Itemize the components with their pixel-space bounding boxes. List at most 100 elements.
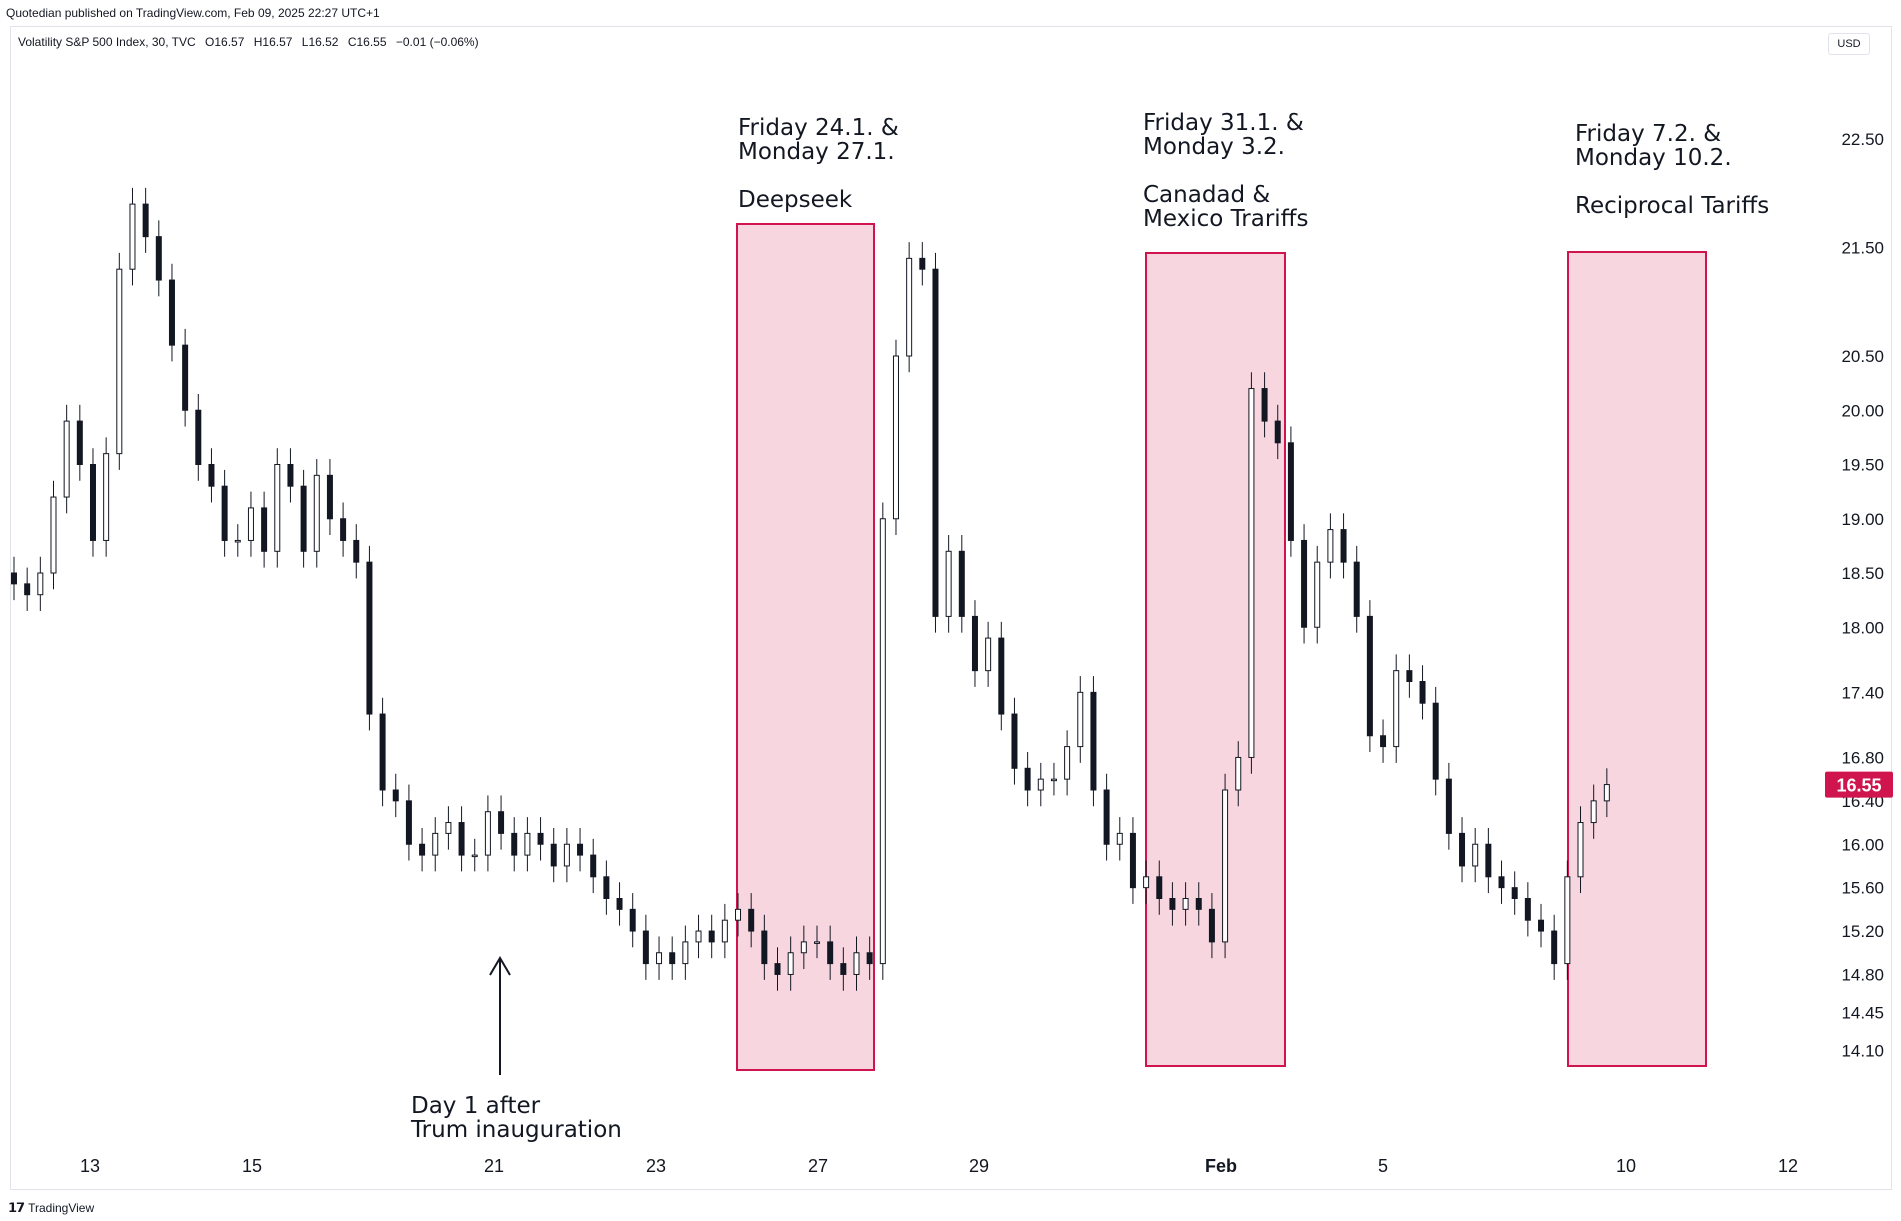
candle-body — [800, 941, 807, 954]
candle-body — [853, 952, 860, 975]
annotation-line: Reciprocal Tariffs — [1575, 193, 1769, 219]
candle — [590, 838, 597, 894]
candle-body — [1274, 420, 1281, 444]
candle-body — [1195, 898, 1202, 910]
candle — [774, 947, 781, 991]
candle — [471, 838, 478, 872]
x-axis: 13 15 21 23 27 29 Feb 5 10 12 — [80, 1156, 1798, 1176]
candle-body — [985, 637, 992, 672]
legend-high: H16.57 — [253, 35, 293, 49]
footer-brand[interactable]: TradingView — [28, 1201, 95, 1215]
candle — [1564, 860, 1571, 980]
y-tick-label: 21.50 — [1841, 239, 1884, 258]
candle-body — [1156, 876, 1163, 899]
x-tick-label: 21 — [484, 1156, 504, 1176]
candle — [958, 535, 965, 633]
candle-body — [142, 203, 149, 238]
candle-body — [1590, 800, 1597, 824]
candle — [155, 220, 162, 297]
candle-body — [405, 800, 412, 845]
candle — [1261, 372, 1268, 438]
candle — [814, 925, 820, 959]
candle — [1156, 860, 1163, 915]
candle-body — [511, 832, 518, 856]
legend-symbol[interactable]: Volatility S&P 500 Index, 30, TVC — [18, 35, 196, 49]
candle — [340, 502, 347, 557]
candle-body — [471, 854, 478, 858]
candle — [366, 545, 373, 731]
candle-body — [1353, 561, 1360, 617]
currency-button[interactable]: USD — [1828, 33, 1870, 55]
candle — [1011, 697, 1018, 785]
candle — [537, 817, 544, 861]
candle — [432, 817, 439, 872]
candle-body — [63, 420, 70, 498]
candle — [103, 437, 110, 557]
footer: 𝟭𝟳 TradingView — [8, 1200, 94, 1216]
annotation-line: Friday 24.1. & — [738, 115, 899, 141]
candle-body — [1485, 843, 1492, 878]
candle-body — [498, 811, 505, 834]
candle — [247, 491, 254, 557]
candle — [1353, 545, 1360, 633]
candle — [866, 936, 873, 980]
candle-body — [827, 941, 834, 965]
candle-body — [1603, 784, 1610, 802]
candle — [563, 827, 570, 883]
candle-body — [1129, 832, 1136, 889]
candle — [458, 806, 465, 872]
y-tick-label: 16.80 — [1841, 748, 1884, 767]
candle — [1406, 654, 1413, 698]
candle-body — [1577, 822, 1584, 878]
tradingview-logo-icon: 𝟭𝟳 — [8, 1200, 25, 1215]
annotation-text: Day 1 after Trum inauguration — [410, 1093, 622, 1143]
candle-body — [445, 822, 452, 834]
candle — [313, 459, 320, 568]
candle-body — [550, 843, 557, 867]
candle-body — [116, 268, 123, 455]
candle-body — [1564, 876, 1571, 965]
candle — [1129, 817, 1136, 904]
candle-body — [50, 496, 57, 574]
annotation-line: Mexico Trariffs — [1143, 206, 1309, 232]
candle — [392, 773, 399, 818]
symbol-legend: Volatility S&P 500 Index, 30, TVC O16.57… — [18, 35, 485, 49]
candle — [37, 556, 44, 611]
candle — [998, 621, 1005, 731]
candle — [1143, 860, 1150, 904]
candle-body — [261, 507, 268, 552]
candle-body — [892, 355, 899, 520]
candle-body — [642, 930, 649, 965]
candle — [168, 263, 175, 362]
x-tick-label: 10 — [1616, 1156, 1636, 1176]
candle — [142, 187, 149, 253]
candle — [195, 393, 202, 481]
candle-body — [1182, 898, 1189, 910]
candle — [300, 469, 307, 568]
candle-body — [971, 615, 978, 672]
candle-body — [1551, 930, 1558, 965]
candle — [1274, 404, 1281, 460]
candle — [1208, 893, 1215, 959]
candle — [892, 339, 899, 536]
y-tick-label: 17.40 — [1841, 683, 1884, 702]
candle — [221, 469, 228, 557]
candle-body — [1011, 713, 1018, 769]
candle — [1577, 806, 1584, 894]
annotation-text: Friday 24.1. & Monday 27.1. Deepseek — [738, 115, 899, 213]
candle-body — [1103, 789, 1110, 845]
candle — [945, 535, 952, 633]
candle — [1524, 882, 1531, 937]
candle-body — [1472, 843, 1479, 867]
candle — [1327, 513, 1334, 579]
candle-body — [1143, 876, 1150, 889]
x-tick-label: 12 — [1778, 1156, 1798, 1176]
candle-body — [208, 464, 215, 487]
candle — [1287, 426, 1294, 557]
y-tick-label: 20.50 — [1841, 347, 1884, 366]
x-tick-label: 15 — [242, 1156, 262, 1176]
candle — [1235, 741, 1242, 807]
candle — [24, 567, 31, 611]
annotation-line: Day 1 after — [411, 1093, 541, 1119]
